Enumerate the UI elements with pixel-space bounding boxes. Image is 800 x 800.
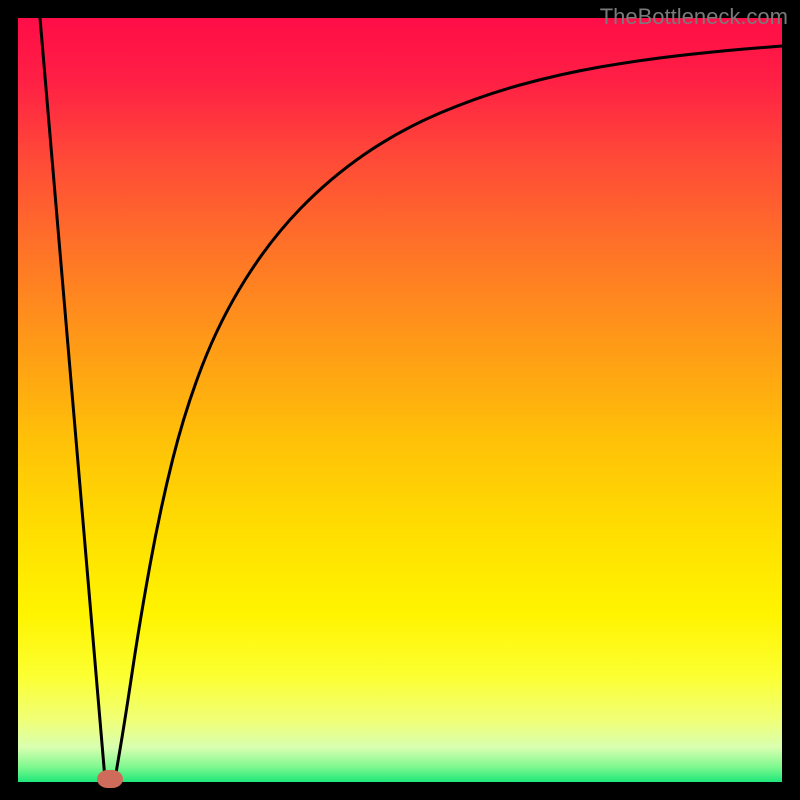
bottleneck-chart: TheBottleneck.com: [0, 0, 800, 800]
attribution-text: TheBottleneck.com: [600, 4, 788, 30]
minimum-marker: [97, 770, 123, 788]
chart-svg: [0, 0, 800, 800]
